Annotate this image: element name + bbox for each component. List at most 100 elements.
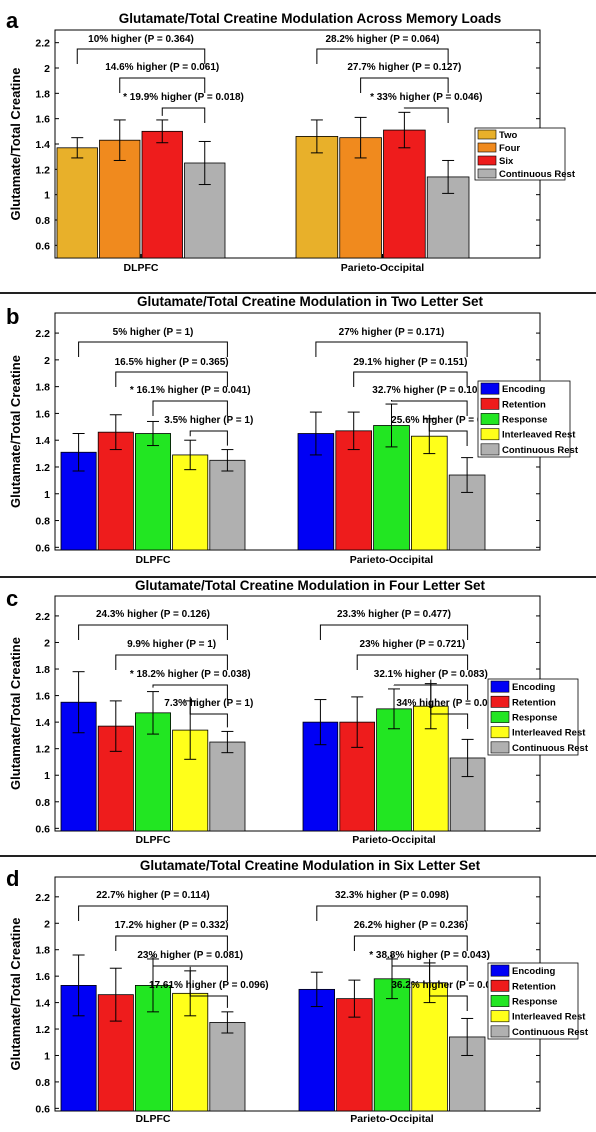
significance-bracket (319, 624, 469, 640)
y-tick-label: 2 (44, 918, 50, 930)
comparison-label: * 16.1% higher (P = 0.041) (130, 385, 251, 396)
y-tick-label: 1 (44, 770, 50, 782)
legend-entry: Response (512, 713, 557, 724)
bar (383, 129, 426, 259)
bar (209, 459, 246, 551)
significance-bracket (429, 958, 468, 1011)
legend-swatch (480, 382, 500, 395)
significance-bracket (353, 935, 468, 951)
significance-bracket (115, 654, 228, 670)
y-tick-label: 2.2 (35, 892, 50, 904)
comparison-label: 7.3% higher (P = 1) (164, 698, 253, 709)
significance-bracket (115, 935, 228, 951)
legend-swatch (490, 726, 510, 739)
y-tick-label: 0.8 (35, 797, 50, 809)
legend-swatch (480, 413, 500, 425)
comparison-label: 29.1% higher (P = 0.151) (353, 357, 467, 368)
y-axis-label: Glutamate/Total Creatine (8, 918, 23, 1071)
legend-entry: Two (499, 130, 517, 141)
y-tick-label: 1.6 (35, 408, 50, 420)
y-tick-label: 0.8 (35, 215, 50, 227)
y-tick-label: 0.8 (35, 1077, 50, 1089)
panel-divider (0, 576, 596, 578)
y-axis-label: Glutamate/Total Creatine (8, 637, 23, 790)
legend-entry: Retention (502, 399, 546, 410)
y-tick-label: 2 (44, 355, 50, 367)
y-tick-label: 0.6 (35, 1103, 50, 1115)
y-axis-label: Glutamate/Total Creatine (8, 355, 23, 508)
panel-divider (0, 292, 596, 294)
comparison-label: 28.2% higher (P = 0.064) (325, 34, 439, 45)
y-tick-label: 1.8 (35, 382, 50, 394)
bar (335, 430, 372, 551)
panel-letter: b (6, 304, 19, 329)
x-tick-label: Parieto-Occipital (350, 1113, 434, 1125)
y-axis-label: Glutamate/Total Creatine (8, 68, 23, 221)
comparison-label: 16.5% higher (P = 0.365) (115, 357, 229, 368)
legend-entry: Four (499, 143, 520, 154)
legend-entry: Continuous Rest (502, 445, 579, 456)
y-tick-label: 1.2 (35, 744, 50, 756)
y-tick-label: 0.6 (35, 823, 50, 835)
comparison-label: 10% higher (P = 0.364) (88, 34, 194, 45)
chart-title: Glutamate/Total Creatine Modulation Acro… (119, 11, 502, 26)
comparison-label: 3.5% higher (P = 1) (164, 415, 253, 426)
significance-bracket (115, 371, 228, 387)
significance-bracket (316, 905, 468, 921)
y-tick-label: 1.8 (35, 88, 50, 100)
bar (295, 135, 339, 259)
y-tick-label: 1.8 (35, 945, 50, 957)
legend-swatch (490, 1010, 510, 1023)
y-tick-label: 1.6 (35, 114, 50, 126)
legend-entry: Encoding (512, 966, 555, 977)
bar (209, 741, 246, 832)
comparison-label: 14.6% higher (P = 0.061) (105, 62, 219, 73)
significance-bracket (78, 905, 228, 921)
y-tick-label: 1.6 (35, 971, 50, 983)
x-tick-label: DLPFC (136, 1113, 171, 1125)
legend-swatch (490, 995, 510, 1007)
legend-swatch (490, 695, 510, 708)
y-tick-label: 1.2 (35, 1024, 50, 1036)
comparison-label: 27% higher (P = 0.171) (339, 327, 445, 338)
legend-swatch (490, 964, 510, 977)
x-tick-label: Parieto-Occipital (350, 554, 434, 566)
comparison-label: 23% higher (P = 0.721) (360, 639, 466, 650)
panel-letter: d (6, 866, 19, 891)
bar (134, 433, 171, 551)
legend-entry: Continuous Rest (512, 743, 589, 754)
legend-entry: Interleaved Rest (512, 728, 586, 739)
y-tick-label: 2.2 (35, 328, 50, 340)
significance-bracket (391, 400, 468, 416)
significance-bracket (189, 966, 228, 1008)
bar (172, 454, 209, 551)
significance-bracket (315, 341, 468, 357)
significance-bracket (403, 107, 449, 123)
legend-entry: Encoding (512, 682, 555, 693)
significance-bracket (360, 77, 449, 93)
y-tick-label: 1.4 (35, 139, 50, 151)
y-tick-label: 2.2 (35, 38, 50, 50)
legend-swatch (480, 397, 500, 410)
y-tick-label: 1.2 (35, 164, 50, 176)
legend-swatch (490, 680, 510, 693)
comparison-label: 36.2% higher (P = 0.058) (391, 980, 505, 991)
x-tick-label: DLPFC (136, 554, 171, 566)
y-tick-label: 1.4 (35, 435, 50, 447)
significance-bracket (189, 430, 228, 446)
x-tick-label: DLPFC (136, 834, 171, 846)
comparison-label: * 18.2% higher (P = 0.038) (130, 669, 251, 680)
legend-swatch (477, 155, 497, 166)
significance-bracket (152, 954, 228, 981)
y-tick-label: 2 (44, 637, 50, 649)
comparison-label: 32.7% higher (P = 0.101) (372, 385, 486, 396)
legend-swatch (480, 428, 500, 441)
bar (410, 435, 448, 551)
legend-swatch (480, 443, 500, 456)
legend-entry: Response (502, 415, 547, 426)
y-tick-label: 1 (44, 190, 50, 202)
panel-letter: a (6, 8, 19, 33)
panel-divider (0, 855, 596, 857)
comparison-label: * 38.8% higher (P = 0.043) (369, 950, 490, 961)
